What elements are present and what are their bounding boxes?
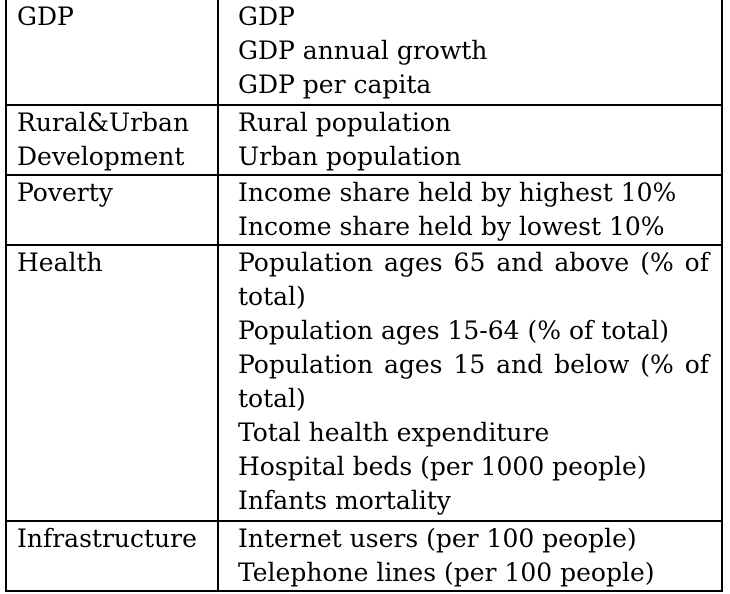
indicator-cell: GDP GDP annual growth GDP per capita xyxy=(218,0,722,105)
indicator-item: Income share held by lowest 10% xyxy=(238,212,665,241)
category-label: Rural&Urban xyxy=(17,108,190,137)
indicator-cell: Rural population Urban population xyxy=(218,104,722,175)
table-row-rural-urban: Rural&Urban Development Rural population… xyxy=(6,104,722,175)
indicator-item: total) xyxy=(238,282,306,311)
category-label: Poverty xyxy=(17,178,113,207)
table-row-health: Health Population ages 65 and above (% o… xyxy=(6,244,722,521)
indicator-item: GDP xyxy=(238,2,295,31)
indicator-item: Telephone lines (per 100 people) xyxy=(238,558,655,587)
category-label: GDP xyxy=(17,2,74,31)
indicator-item: Population ages 65 and above (% of xyxy=(238,248,709,277)
table-row-infrastructure: Infrastructure Internet users (per 100 p… xyxy=(6,520,722,591)
category-cell: Health xyxy=(6,244,219,521)
indicator-item: Rural population xyxy=(238,108,451,137)
indicator-item: Population ages 15-64 (% of total) xyxy=(238,316,670,345)
indicator-item: Infants mortality xyxy=(238,486,451,515)
indicator-item: total) xyxy=(238,384,306,413)
category-cell: Infrastructure xyxy=(6,520,219,591)
category-label: Health xyxy=(17,248,103,277)
table-row-gdp: GDP GDP GDP annual growth GDP per capita xyxy=(6,0,722,105)
indicator-cell: Internet users (per 100 people) Telephon… xyxy=(218,520,722,591)
category-label: Development xyxy=(17,142,185,171)
indicator-table: GDP GDP GDP annual growth GDP per capita… xyxy=(5,0,723,592)
indicator-cell: Population ages 65 and above (% of total… xyxy=(218,244,722,521)
table-row-poverty: Poverty Income share held by highest 10%… xyxy=(6,174,722,245)
indicator-item: Total health expenditure xyxy=(238,418,550,447)
category-label: Infrastructure xyxy=(17,524,197,553)
category-cell: Rural&Urban Development xyxy=(6,104,219,175)
indicator-item: Population ages 15 and below (% of xyxy=(238,350,709,379)
indicator-item: Hospital beds (per 1000 people) xyxy=(238,452,647,481)
indicator-item: Income share held by highest 10% xyxy=(238,178,677,207)
indicator-cell: Income share held by highest 10% Income … xyxy=(218,174,722,245)
category-cell: Poverty xyxy=(6,174,219,245)
indicator-item: GDP per capita xyxy=(238,70,432,99)
indicator-item: Urban population xyxy=(238,142,462,171)
indicator-item: Internet users (per 100 people) xyxy=(238,524,637,553)
category-cell: GDP xyxy=(6,0,219,105)
indicator-item: GDP annual growth xyxy=(238,36,488,65)
